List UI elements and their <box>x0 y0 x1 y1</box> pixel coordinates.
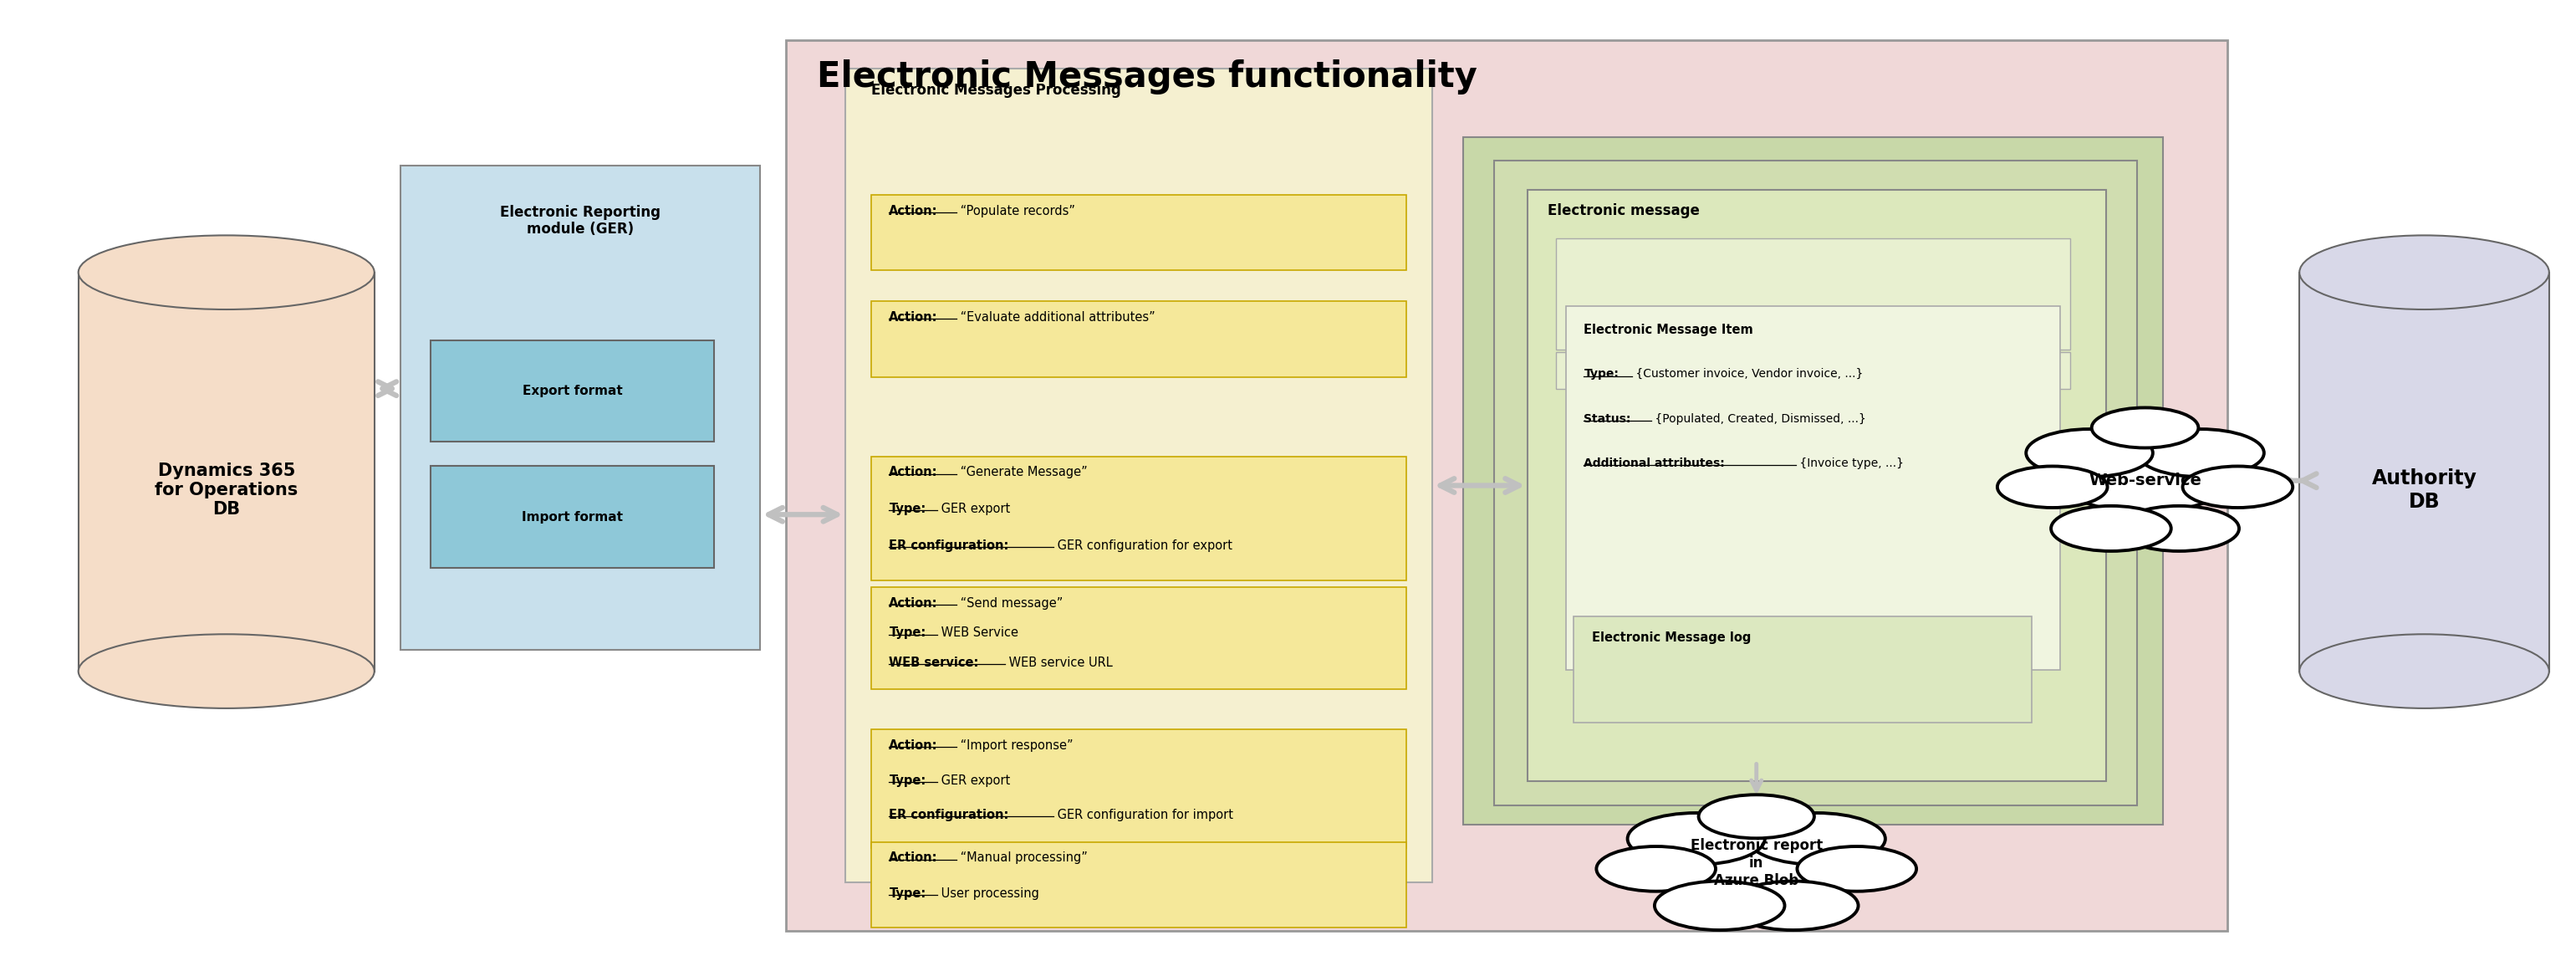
Text: GER export: GER export <box>938 774 1010 787</box>
Text: “Import response”: “Import response” <box>956 739 1074 752</box>
Circle shape <box>1728 881 1857 930</box>
FancyBboxPatch shape <box>1463 137 2164 824</box>
Circle shape <box>1996 466 2107 508</box>
Text: Electronic Message log: Electronic Message log <box>1592 632 1752 645</box>
FancyBboxPatch shape <box>1556 239 2071 350</box>
FancyBboxPatch shape <box>845 69 1432 883</box>
Circle shape <box>2027 429 2154 477</box>
Text: Additional attributes:: Additional attributes: <box>1584 457 1726 469</box>
FancyBboxPatch shape <box>1494 161 2138 805</box>
FancyBboxPatch shape <box>871 456 1406 581</box>
Text: ER configuration:: ER configuration: <box>889 539 1010 552</box>
Text: Electronic Messages Processing: Electronic Messages Processing <box>871 83 1121 97</box>
FancyBboxPatch shape <box>871 587 1406 688</box>
Text: “Manual processing”: “Manual processing” <box>956 852 1087 864</box>
FancyBboxPatch shape <box>871 842 1406 927</box>
Circle shape <box>1654 881 1785 930</box>
Text: Action:: Action: <box>889 311 938 323</box>
Text: Electronic Reporting
module (GER): Electronic Reporting module (GER) <box>500 205 659 237</box>
Circle shape <box>2182 466 2293 508</box>
Ellipse shape <box>77 634 374 708</box>
Text: GER export: GER export <box>938 503 1010 516</box>
FancyBboxPatch shape <box>1556 352 2071 388</box>
FancyBboxPatch shape <box>430 340 714 442</box>
Text: “Evaluate additional attributes”: “Evaluate additional attributes” <box>956 311 1157 323</box>
Text: Electronic message: Electronic message <box>1548 204 1700 218</box>
Ellipse shape <box>2300 235 2550 310</box>
Text: WEB Service: WEB Service <box>938 627 1018 639</box>
FancyBboxPatch shape <box>871 729 1406 848</box>
Text: Electronic Messages functionality: Electronic Messages functionality <box>817 59 1479 94</box>
Text: {Populated, Created, Dismissed, ...}: {Populated, Created, Dismissed, ...} <box>1651 413 1865 424</box>
FancyBboxPatch shape <box>430 466 714 568</box>
Text: Status:: Status: <box>1584 413 1631 424</box>
Circle shape <box>2120 506 2239 552</box>
Circle shape <box>2061 450 2228 512</box>
Ellipse shape <box>2300 634 2550 708</box>
Text: Type:: Type: <box>889 774 927 787</box>
Text: Import format: Import format <box>523 511 623 523</box>
Circle shape <box>2092 408 2197 448</box>
Text: Action:: Action: <box>889 739 938 752</box>
Text: Action:: Action: <box>889 597 938 610</box>
FancyBboxPatch shape <box>786 40 2228 931</box>
Text: Type:: Type: <box>889 887 927 900</box>
Polygon shape <box>2300 273 2550 671</box>
Text: Electronic Message Item: Electronic Message Item <box>1584 323 1754 336</box>
Text: Action:: Action: <box>889 466 938 479</box>
Text: Electronic report
in
Azure Blob: Electronic report in Azure Blob <box>1690 838 1824 888</box>
Text: {Customer invoice, Vendor invoice, ...}: {Customer invoice, Vendor invoice, ...} <box>1633 368 1862 380</box>
Text: {Invoice type, ...}: {Invoice type, ...} <box>1795 457 1904 469</box>
Circle shape <box>2050 506 2172 552</box>
Circle shape <box>1667 829 1847 897</box>
FancyBboxPatch shape <box>871 195 1406 271</box>
Circle shape <box>1628 813 1765 864</box>
Text: ER configuration:: ER configuration: <box>889 809 1010 821</box>
Text: Action:: Action: <box>889 852 938 864</box>
FancyBboxPatch shape <box>1566 306 2061 670</box>
Circle shape <box>1597 847 1716 891</box>
Circle shape <box>1698 794 1814 838</box>
Text: Action:: Action: <box>889 205 938 218</box>
Text: Type:: Type: <box>889 627 927 639</box>
Circle shape <box>2138 429 2264 477</box>
Text: Web-service: Web-service <box>2089 473 2202 488</box>
Text: Type:: Type: <box>1584 368 1618 380</box>
Polygon shape <box>77 273 374 671</box>
FancyBboxPatch shape <box>1528 190 2107 781</box>
Text: Export format: Export format <box>523 385 623 397</box>
Text: GER configuration for export: GER configuration for export <box>1054 539 1231 552</box>
Ellipse shape <box>77 235 374 310</box>
FancyBboxPatch shape <box>871 301 1406 377</box>
Text: “Populate records”: “Populate records” <box>956 205 1074 218</box>
Text: WEB service URL: WEB service URL <box>1005 656 1113 669</box>
Text: GER configuration for import: GER configuration for import <box>1054 809 1234 821</box>
Text: “Generate Message”: “Generate Message” <box>956 466 1087 479</box>
Text: Authority
DB: Authority DB <box>2372 469 2478 512</box>
Text: User processing: User processing <box>938 887 1038 900</box>
Text: Type:: Type: <box>889 503 927 516</box>
FancyBboxPatch shape <box>399 166 760 651</box>
FancyBboxPatch shape <box>1574 617 2032 722</box>
Circle shape <box>1798 847 1917 891</box>
Circle shape <box>1749 813 1886 864</box>
Text: Dynamics 365
for Operations
DB: Dynamics 365 for Operations DB <box>155 462 299 519</box>
Text: WEB service:: WEB service: <box>889 656 979 669</box>
Text: “Send message”: “Send message” <box>956 597 1064 610</box>
